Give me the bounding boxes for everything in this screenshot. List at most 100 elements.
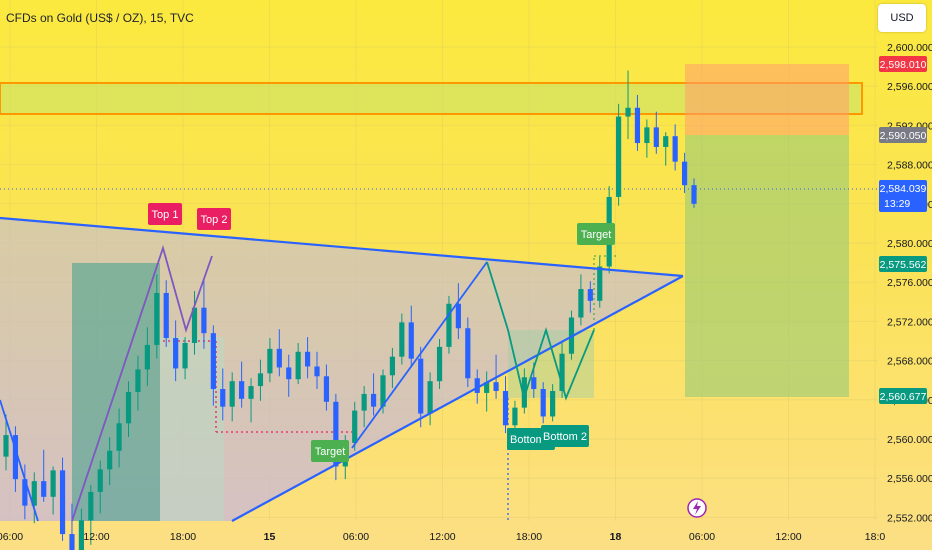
candle xyxy=(295,342,301,385)
time-tick-label: 12:00 xyxy=(775,531,801,543)
candle xyxy=(540,382,546,424)
candle xyxy=(634,95,641,151)
annotation-target-right-label: Target xyxy=(581,229,612,241)
price-tag-target-low-value: 2,560.677 xyxy=(880,391,927,403)
candle xyxy=(314,351,320,390)
candle xyxy=(88,485,94,545)
candle xyxy=(182,337,188,380)
stop-loss-zone[interactable] xyxy=(685,64,849,135)
candle xyxy=(436,339,443,390)
price-tick-label: 2,556.000 xyxy=(887,473,932,485)
currency-button[interactable]: USD xyxy=(878,4,926,32)
candle xyxy=(59,457,66,541)
candle xyxy=(389,347,396,389)
candle xyxy=(135,355,141,411)
candle xyxy=(578,274,584,326)
take-profit-zone[interactable] xyxy=(685,135,849,397)
annotation-top-2-label: Top 2 xyxy=(201,214,228,226)
candle xyxy=(116,408,122,468)
double-bottom-line xyxy=(486,261,595,402)
price-tag-entry: 2,590.050 xyxy=(879,127,927,143)
candle xyxy=(672,124,678,171)
candle xyxy=(691,178,697,208)
candle xyxy=(408,305,414,368)
upper-trendline[interactable] xyxy=(0,216,684,278)
candle xyxy=(644,119,650,158)
candle xyxy=(361,386,367,428)
candle xyxy=(239,361,245,408)
time-tick-label: 18:0 xyxy=(865,531,886,543)
candle xyxy=(616,103,622,206)
price-tick-label: 2,560.000 xyxy=(887,434,932,446)
candle xyxy=(427,372,433,426)
candle xyxy=(597,256,603,308)
time-tick-label: 12:00 xyxy=(429,531,455,543)
time-tick-label: 18:00 xyxy=(516,531,542,543)
candle xyxy=(97,460,103,514)
price-tick-label: 2,580.000 xyxy=(887,238,932,250)
candle xyxy=(107,437,113,486)
price-tick-label: 2,572.000 xyxy=(887,316,932,328)
chart-title: CFDs on Gold (US$ / OZ), 15, TVC xyxy=(6,11,194,25)
candlestick-series xyxy=(3,70,697,550)
candle xyxy=(418,346,424,428)
price-tag-stop-value: 2,598.010 xyxy=(880,59,927,71)
candle xyxy=(399,313,405,365)
time-tick-label: 18:00 xyxy=(170,531,196,543)
price-tick-label: 2,576.000 xyxy=(887,277,932,289)
annotation-top-1[interactable]: Top 1 xyxy=(148,203,182,225)
candle xyxy=(681,152,688,194)
candle xyxy=(333,393,339,481)
candle xyxy=(455,283,461,340)
candle xyxy=(653,111,659,154)
candle xyxy=(550,384,556,422)
lightning-icon[interactable] xyxy=(687,498,707,518)
candle xyxy=(267,338,273,383)
annotation-target-left-label: Target xyxy=(315,446,346,458)
annotation-target-left[interactable]: Target xyxy=(311,440,349,462)
candle xyxy=(220,368,226,421)
annotation-top-1-label: Top 1 xyxy=(152,209,179,221)
lower-trendline[interactable] xyxy=(231,275,684,522)
annotation-bottom-2-label: Bottom 2 xyxy=(543,431,587,443)
candle xyxy=(144,327,150,387)
candle xyxy=(69,503,75,550)
time-tick-label: 18 xyxy=(610,531,622,543)
candle xyxy=(286,354,292,397)
annotation-bottom-2[interactable]: Bottom 2 xyxy=(541,425,589,447)
candle xyxy=(446,295,452,354)
candle xyxy=(12,426,19,492)
candle xyxy=(323,364,330,411)
annotation-top-2[interactable]: Top 2 xyxy=(197,208,231,230)
annotation-target-right[interactable]: Target xyxy=(577,223,615,245)
candle xyxy=(663,132,669,166)
price-tag-target-high-value: 2,575.562 xyxy=(880,259,927,271)
candle xyxy=(559,342,565,398)
price-tick-label: 2,600.000 xyxy=(887,42,932,54)
candle xyxy=(276,329,282,377)
candle xyxy=(173,320,179,382)
candle xyxy=(154,274,160,359)
candle xyxy=(41,449,47,502)
price-tick-label: 2,588.000 xyxy=(887,160,932,172)
candle xyxy=(201,278,207,349)
candle xyxy=(304,337,311,379)
candle xyxy=(125,381,132,438)
left-rise-line xyxy=(71,244,213,522)
time-tick-label: 12:00 xyxy=(83,531,109,543)
price-tag-current-value: 2,584.039 xyxy=(880,183,927,195)
candle xyxy=(248,378,254,423)
candle xyxy=(352,401,358,451)
price-axis[interactable]: 2,548.0002,552.0002,556.0002,560.0002,56… xyxy=(887,42,932,550)
time-axis[interactable]: 06:00 12:00 18:00 15 06:00 12:00 18:00 18 06:00 1… xyxy=(0,531,885,543)
candle xyxy=(191,291,198,355)
price-tick-label: 2,596.000 xyxy=(887,81,932,93)
candle xyxy=(521,368,527,414)
wave-path xyxy=(0,399,39,522)
time-tick-label: 15 xyxy=(264,531,276,543)
price-tick-label: 2,552.000 xyxy=(887,512,932,524)
price-tag-current: 2,584.039 13:29 xyxy=(879,180,927,212)
price-tag-entry-value: 2,590.050 xyxy=(880,130,927,142)
price-tag-target-high: 2,575.562 xyxy=(879,256,927,272)
